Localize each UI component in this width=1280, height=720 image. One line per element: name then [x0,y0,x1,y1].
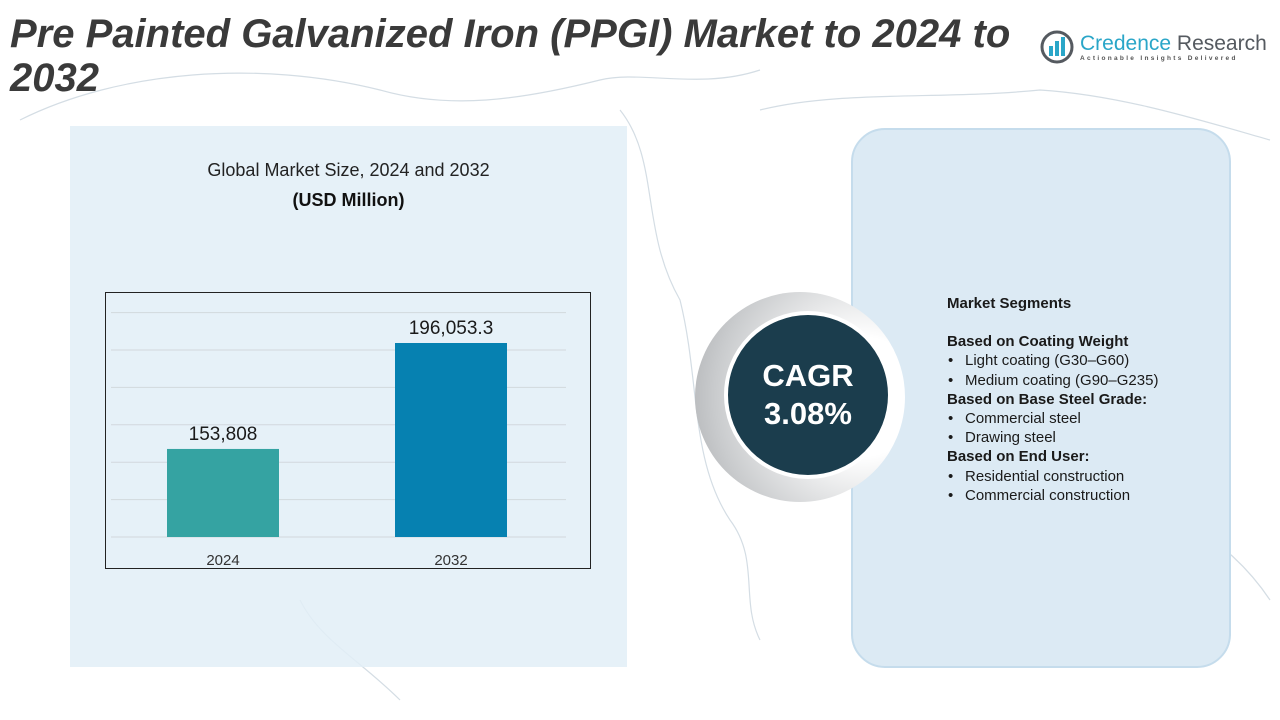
market-segments: Market Segments Based on Coating Weight … [947,294,1158,505]
segment-item: Commercial steel [947,409,1158,428]
segment-item: Light coating (G30–G60) [947,351,1158,370]
chart-panel [70,126,627,667]
page-title: Pre Painted Galvanized Iron (PPGI) Marke… [10,12,1011,100]
chart-title: Global Market Size, 2024 and 2032 [207,160,490,180]
logo-name-part2: Research [1176,31,1267,55]
bar-2032 [395,343,507,537]
bar-2024 [167,448,279,537]
bar-chart: 153,808 2024 196,053.3 2032 [111,312,566,569]
logo-tagline: Actionable Insights Delivered [1080,54,1238,62]
segment-item: Residential construction [947,467,1158,486]
data-label: 196,053.3 [409,318,494,339]
bar-chart-logo-icon [1040,30,1074,64]
segment-heading: Based on Base Steel Grade: [947,390,1148,408]
chart-frame: 153,808 2024 196,053.3 2032 [105,292,591,569]
x-tick-label: 2032 [434,552,467,567]
x-tick-label: 2024 [206,552,239,567]
data-label: 153,808 [189,424,258,445]
cagr-badge: CAGR 3.08% [724,311,892,479]
segment-heading: Based on End User: [947,448,1090,466]
segments-title: Market Segments [947,295,1072,312]
cagr-label: CAGR [762,358,854,393]
segments-panel [851,128,1231,668]
segment-heading: Based on Coating Weight [947,333,1129,351]
segment-item: Drawing steel [947,428,1158,447]
segment-item: Medium coating (G90–G235) [947,371,1158,390]
chart-subtitle: (USD Million) [292,190,405,210]
segment-item: Commercial construction [947,486,1158,505]
cagr-value: 3.08% [764,396,852,431]
logo-name-part1: Credence [1080,31,1172,55]
credence-research-logo: Credence Research Actionable Insights De… [1040,30,1267,64]
